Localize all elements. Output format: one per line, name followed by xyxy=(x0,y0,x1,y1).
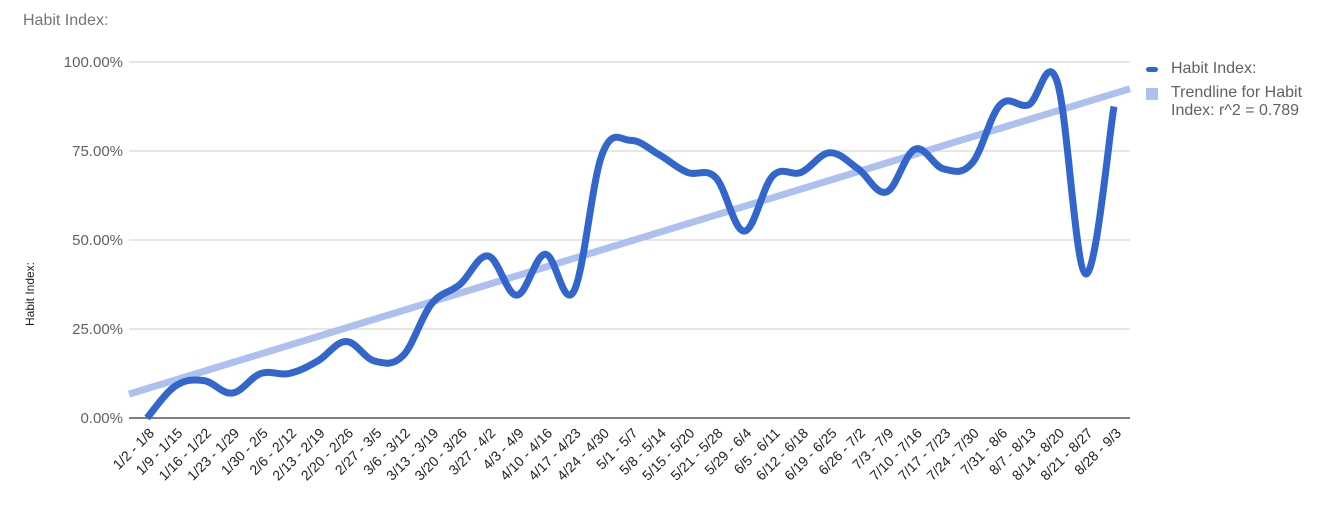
data-point[interactable] xyxy=(738,225,750,237)
data-point[interactable] xyxy=(1051,76,1063,88)
data-point[interactable] xyxy=(767,170,779,182)
data-point[interactable] xyxy=(1080,268,1092,280)
data-point[interactable] xyxy=(539,248,551,260)
data-point[interactable] xyxy=(880,186,892,198)
x-tick-labels: 1/2 - 1/81/9 - 1/151/16 - 1/221/23 - 1/2… xyxy=(109,425,1124,484)
series-line-habit-index xyxy=(144,68,1118,421)
legend: Habit Index: Trendline for Habit Index: … xyxy=(1146,60,1336,126)
legend-swatch-series xyxy=(1146,67,1158,72)
data-point[interactable] xyxy=(482,250,494,262)
chart-title: Habit Index: xyxy=(23,12,109,29)
data-point[interactable] xyxy=(994,99,1006,111)
legend-swatch-trendline xyxy=(1146,88,1158,100)
y-tick-label: 50.00% xyxy=(72,232,123,249)
trendline xyxy=(127,85,1132,398)
trendline-layer xyxy=(127,85,1132,398)
data-point[interactable] xyxy=(141,412,153,424)
data-point[interactable] xyxy=(937,163,949,175)
data-point[interactable] xyxy=(568,286,580,298)
y-axis-title: Habit Index: xyxy=(23,262,37,326)
legend-item-series[interactable]: Habit Index: xyxy=(1146,60,1336,78)
data-point[interactable] xyxy=(681,166,693,178)
data-point[interactable] xyxy=(397,350,409,362)
data-point[interactable] xyxy=(198,375,210,387)
data-point[interactable] xyxy=(312,355,324,367)
legend-label-trendline-line1: Trendline for Habit xyxy=(1171,84,1303,101)
legend-label-trendline: Trendline for Habit Index: r^2 = 0.789 xyxy=(1171,84,1302,120)
y-tick-label: 75.00% xyxy=(72,143,123,160)
data-point[interactable] xyxy=(852,163,864,175)
data-point[interactable] xyxy=(340,335,352,347)
data-point[interactable] xyxy=(909,143,921,155)
series-layer xyxy=(141,68,1120,424)
data-point[interactable] xyxy=(511,289,523,301)
y-tick-label: 25.00% xyxy=(72,321,123,338)
data-point[interactable] xyxy=(710,172,722,184)
data-point[interactable] xyxy=(596,149,608,161)
data-point[interactable] xyxy=(369,355,381,367)
data-point[interactable] xyxy=(653,149,665,161)
data-point[interactable] xyxy=(425,298,437,310)
data-point[interactable] xyxy=(625,134,637,146)
data-point[interactable] xyxy=(824,147,836,159)
data-point[interactable] xyxy=(1023,99,1035,111)
data-point[interactable] xyxy=(966,157,978,169)
y-tick-labels: 0.00% 25.00% 50.00% 75.00% 100.00% xyxy=(64,54,123,427)
data-point[interactable] xyxy=(255,368,267,380)
legend-label-series: Habit Index: xyxy=(1171,60,1257,77)
legend-item-trendline[interactable]: Trendline for Habit Index: r^2 = 0.789 xyxy=(1146,84,1336,120)
data-point[interactable] xyxy=(226,387,238,399)
legend-label-trendline-line2: Index: r^2 = 0.789 xyxy=(1171,102,1300,119)
data-point[interactable] xyxy=(795,166,807,178)
data-point[interactable] xyxy=(454,279,466,291)
y-tick-label: 0.00% xyxy=(80,410,123,427)
data-point[interactable] xyxy=(1108,101,1120,113)
data-point[interactable] xyxy=(169,380,181,392)
data-point[interactable] xyxy=(283,368,295,380)
y-tick-label: 100.00% xyxy=(64,54,123,71)
